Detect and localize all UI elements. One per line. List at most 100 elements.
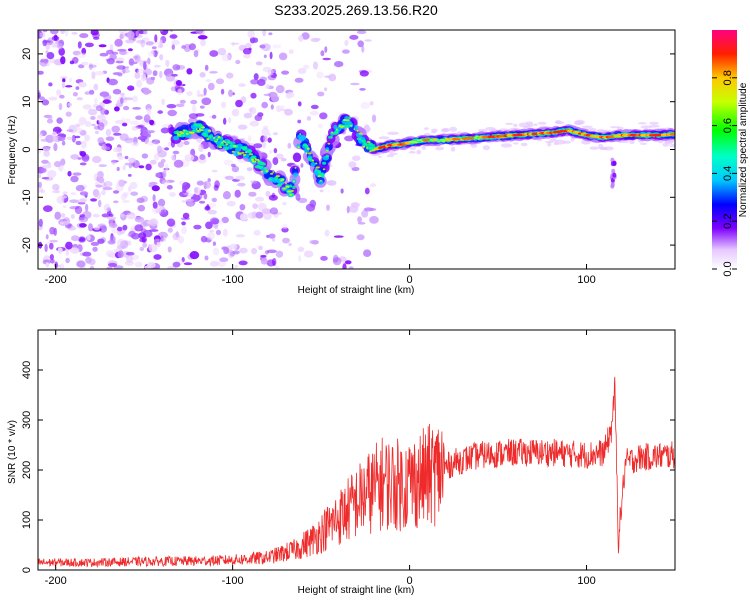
spectrogram-noise-blob (209, 71, 218, 74)
spectrogram-noise-blob (266, 249, 277, 254)
spectrogram-noise-blob (88, 258, 96, 266)
spectrogram-noise-blob (344, 260, 352, 265)
spectrogram-ridge-cell (322, 161, 327, 165)
spectrogram-noise-blob (156, 241, 161, 248)
spectrogram-noise-blob (179, 99, 186, 104)
spectrogram-halo-blob (513, 142, 519, 145)
spectrogram-noise-blob (332, 254, 339, 263)
spectrogram-spike-cell (610, 182, 615, 188)
spectrogram-noise-blob (265, 83, 270, 90)
spectrogram-noise-blob (221, 216, 229, 224)
spectrogram-noise-blob (52, 136, 58, 143)
spectrogram-noise-blob (101, 190, 106, 196)
spectrogram-noise-blob (53, 34, 58, 41)
spectrogram-noise-blob (221, 246, 228, 251)
spectrogram-noise-blob (268, 32, 273, 36)
spectrogram-noise-blob (81, 61, 89, 66)
spectrogram-ridge-cell (221, 141, 224, 144)
spectrogram-noise-blob (146, 108, 152, 115)
spectrogram-noise-blob (245, 43, 252, 48)
spectrogram-noise-blob (171, 39, 181, 46)
spectrogram-noise-blob (255, 61, 263, 66)
spectrogram-noise-blob (278, 52, 288, 61)
spectrogram-ridge-cell (475, 135, 479, 138)
spectrogram-noise-blob (348, 266, 354, 269)
spectrogram-noise-blob (262, 30, 267, 37)
spectrogram-noise-blob (181, 200, 186, 203)
spectrogram-noise-blob (105, 136, 115, 141)
spectrogram-ridge-cell (362, 145, 366, 148)
spectrogram-halo-blob (430, 131, 437, 134)
spectrogram-spike-cell (612, 160, 617, 166)
spectrogram-noise-blob (194, 187, 198, 194)
spectrogram-noise-blob (249, 107, 257, 115)
spectrogram-noise-blob (41, 99, 50, 106)
spectrogram-noise-blob (145, 41, 154, 46)
spectrogram-ridge-cell (291, 167, 299, 175)
spectrogram-noise-blob (78, 116, 87, 125)
spectrogram-noise-blob (268, 233, 276, 239)
spectrogram-noise-blob (306, 116, 311, 121)
spectrogram-noise-blob (139, 60, 144, 67)
spectrogram-noise-blob (246, 167, 253, 172)
spectrogram-noise-blob (48, 37, 53, 41)
spectrogram-noise-blob (207, 209, 217, 215)
spectrogram-noise-blob (90, 198, 98, 202)
spectrogram-noise-blob (171, 44, 175, 50)
spectrogram-ridge-cell (277, 183, 282, 187)
spectrogram-noise-blob (112, 88, 122, 95)
spectrogram-noise-blob (101, 144, 107, 151)
spectrogram-ridge-cell (342, 125, 345, 128)
spectrogram-noise-blob (230, 42, 240, 45)
spectrogram-noise-blob (268, 194, 278, 201)
spectrogram-noise-blob (171, 154, 176, 161)
spectrogram-ridge-cell (369, 150, 372, 153)
spectrogram-noise-blob (166, 104, 177, 109)
spectrogram-noise-blob (238, 260, 248, 266)
spectrogram-ridge-cell (244, 146, 248, 150)
snr-panel: -200 -100 0 100 0 100 200 300 400 Height of str… (7, 329, 676, 596)
spectrogram-spike-cell (611, 168, 616, 174)
spectrogram-noise-blob (226, 72, 234, 79)
spectrogram-noise-blob (140, 39, 145, 48)
snr-x-label: Height of straight line (km) (298, 585, 415, 596)
spectrogram-ridge-cell (290, 189, 294, 192)
spectrogram-noise-blob (166, 218, 176, 227)
spectrogram-noise-blob (247, 135, 252, 142)
spectrogram-noise-blob (209, 260, 220, 267)
spectrogram-noise-blob (38, 173, 42, 179)
spectrogram-noise-blob (105, 250, 116, 257)
spectrogram-halo-blob (640, 125, 653, 129)
spectrogram-noise-blob (369, 208, 377, 211)
spectrogram-noise-blob (320, 50, 325, 57)
spectrogram-noise-blob (151, 46, 157, 50)
spectrogram-noise-blob (165, 59, 170, 67)
spectrogram-noise-blob (272, 238, 276, 242)
spectrogram-halo-blob (442, 128, 447, 131)
spectrogram-noise-blob (131, 232, 140, 240)
spectrogram-noise-blob (92, 246, 98, 252)
spectrogram-noise-blob (173, 159, 184, 168)
spectrogram-ridge-cell (317, 175, 321, 178)
spectrogram-noise-blob (141, 153, 149, 159)
spectrogram-noise-blob (280, 108, 290, 112)
spectrogram-halo-blob (533, 123, 538, 126)
y-tick-label: 10 (21, 96, 33, 108)
spectrogram-noise-blob (119, 92, 125, 96)
spectrogram-ridge-cell (367, 142, 373, 146)
spectrogram-noise-blob (40, 189, 45, 194)
spectrogram-noise-blob (159, 54, 164, 61)
spectrogram-noise-blob (309, 110, 319, 116)
spectrogram-x-axis: -200 -100 0 100 (45, 264, 596, 286)
spectrogram-ridge-cell (299, 133, 302, 135)
spectrogram-noise-blob (122, 224, 128, 231)
spectrogram-noise-blob (72, 172, 82, 176)
spectrogram-noise-blob (267, 69, 274, 76)
spectrogram-noise-blob (237, 182, 246, 187)
spectrogram-ridge-cell (289, 193, 293, 196)
spectrogram-noise-blob (120, 97, 124, 104)
spectrogram-noise-blob (146, 141, 156, 147)
spectrogram-noise-blob (85, 121, 92, 128)
spectrogram-noise-blob (79, 33, 89, 39)
spectrogram-noise-blob (51, 190, 61, 194)
